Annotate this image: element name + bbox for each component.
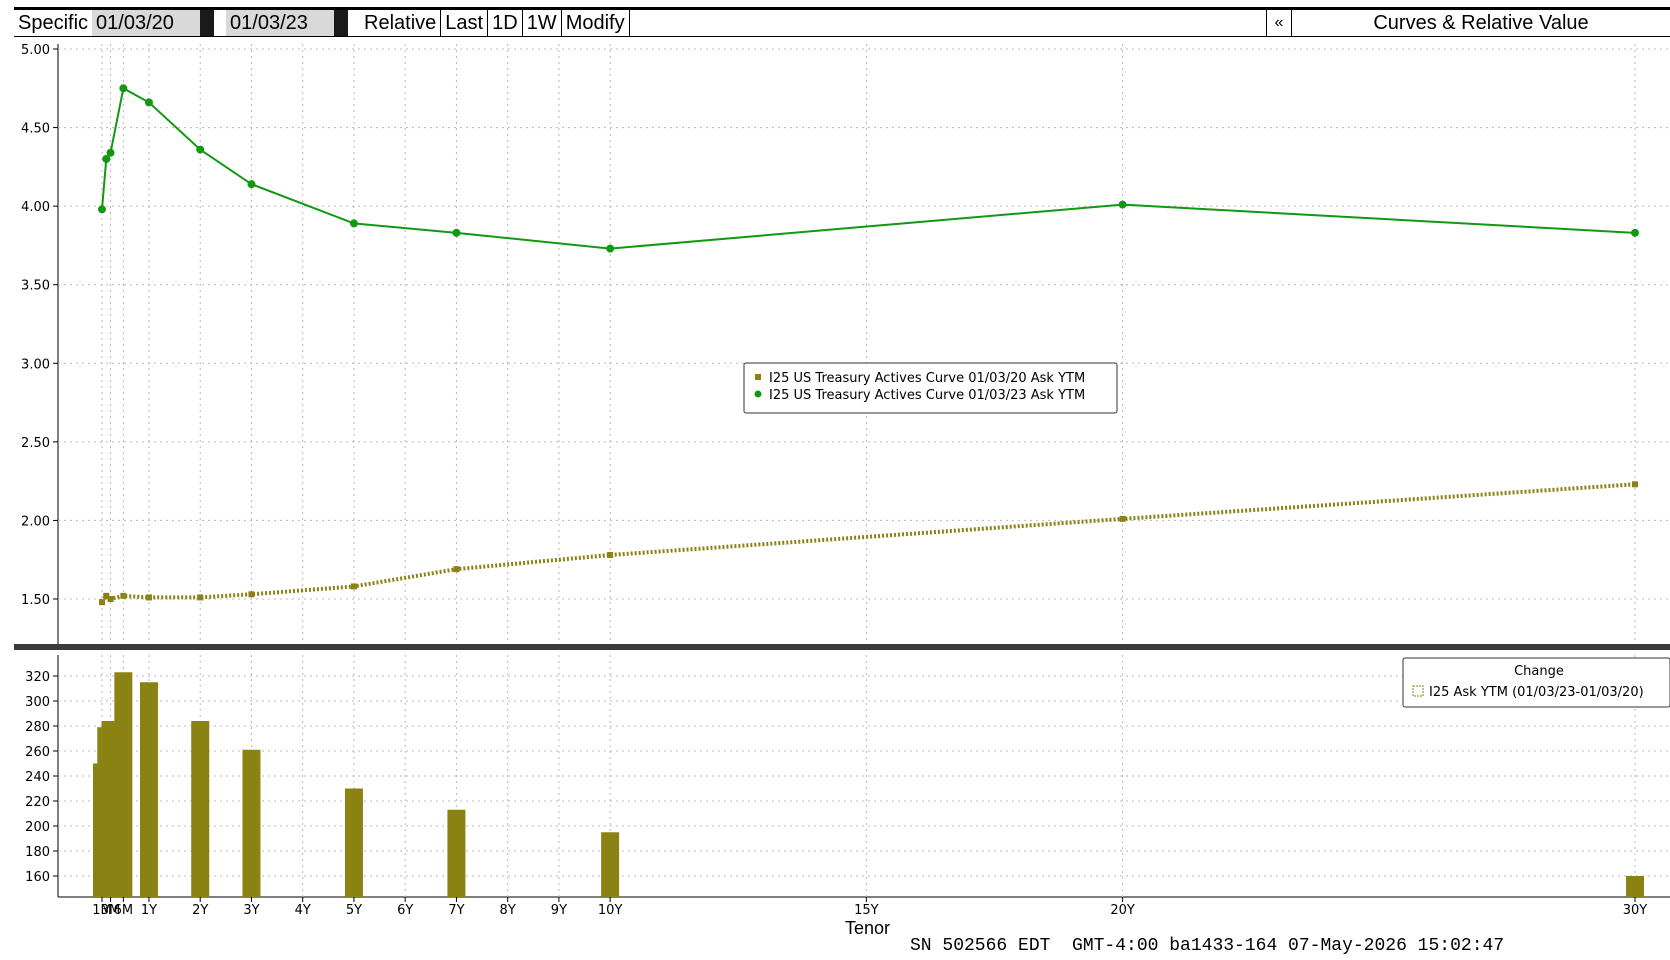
series-point-2023	[606, 244, 615, 253]
bottom-y-tick-label: 220	[25, 795, 50, 810]
pane-divider[interactable]	[14, 644, 1670, 650]
change-bar	[114, 672, 133, 897]
series-point-2020	[1119, 515, 1126, 522]
bottom-legend-box	[1402, 657, 1670, 708]
x-tick-label: 30Y	[1623, 903, 1648, 918]
bottom-legend-label: I25 Ask YTM (01/03/23-01/03/20)	[1429, 685, 1644, 700]
top-legend-box	[743, 362, 1118, 414]
series-point-2023	[1631, 228, 1639, 237]
change-bar	[139, 682, 158, 897]
top-y-tick-label: 4.50	[21, 122, 50, 137]
change-bar	[191, 721, 210, 897]
x-axis-title: Tenor	[845, 918, 891, 938]
one-week-button[interactable]: 1W	[523, 10, 562, 36]
bottom-y-tick-label: 180	[25, 845, 50, 860]
x-tick-label: 6Y	[397, 903, 413, 918]
series-point-2023	[196, 145, 205, 154]
x-tick-label: 5Y	[346, 903, 362, 918]
change-bar	[242, 749, 261, 897]
bottom-y-tick-label: 300	[25, 695, 50, 710]
series-point-2020	[99, 599, 105, 606]
x-tick-label: 6M	[114, 903, 134, 918]
series-point-2023	[106, 148, 115, 157]
bottom-y-tick-label: 320	[25, 670, 50, 685]
top-y-tick-label: 5.00	[21, 43, 50, 58]
series-point-2023	[1118, 200, 1127, 209]
end-date-field[interactable]: 01/03/23	[226, 10, 335, 36]
series-point-2023	[144, 98, 153, 107]
start-date-field[interactable]: 01/03/20	[92, 10, 201, 36]
series-point-2020	[1632, 481, 1638, 488]
series-point-2020	[607, 552, 614, 558]
change-bar	[601, 832, 620, 897]
toolbar-spacer	[630, 10, 1267, 36]
change-bar	[447, 809, 466, 897]
series-point-2020	[103, 592, 110, 599]
x-tick-label: 1Y	[141, 903, 157, 918]
legend-marker-2023	[754, 390, 762, 398]
series-line-2020	[100, 482, 1636, 604]
x-tick-label: 1M	[92, 903, 112, 918]
x-tick-label: 2Y	[192, 903, 208, 918]
series-point-2020	[248, 591, 255, 598]
series-point-2023	[98, 205, 106, 214]
series-line-2023	[101, 86, 1636, 250]
change-bar	[1626, 876, 1644, 897]
series-point-2023	[102, 155, 111, 163]
x-tick-label: 4Y	[295, 903, 311, 918]
status-footer: SN 502566 EDT GMT-4:00 ba1433-164 07-May…	[910, 936, 1505, 956]
bottom-y-tick-label: 160	[25, 870, 50, 885]
legend-marker-2020	[755, 374, 761, 380]
top-y-tick-label: 2.50	[21, 436, 50, 451]
bottom-legend-title: Change	[1514, 664, 1564, 679]
bottom-y-tick-label: 260	[25, 745, 50, 760]
x-tick-label: 3Y	[243, 903, 259, 918]
x-tick-label: 8Y	[500, 903, 516, 918]
series-point-2020	[197, 594, 204, 601]
x-tick-label: 20Y	[1110, 903, 1135, 918]
top-y-tick-label: 3.50	[21, 279, 50, 294]
relative-button[interactable]: Relative	[360, 10, 442, 36]
x-tick-label: 3M	[101, 903, 121, 918]
mode-selector[interactable]: Specific	[18, 11, 89, 34]
legend-label: I25 US Treasury Actives Curve 01/03/23 A…	[769, 388, 1085, 403]
x-tick-label: 9Y	[551, 903, 567, 918]
series-point-2023	[119, 84, 128, 93]
series-point-2020	[453, 566, 460, 573]
bottom-y-tick-label: 280	[25, 720, 50, 735]
start-date-picker-button[interactable]	[200, 10, 215, 36]
collapse-icon[interactable]: «	[1267, 10, 1292, 36]
top-y-tick-label: 1.50	[21, 593, 50, 608]
x-tick-label: 7Y	[448, 903, 464, 918]
series-point-2023	[452, 228, 461, 237]
yield-curve-chart: 5.00 4.50 4.00 3.50 3.00 2.50 2.00 1.50 I25 US T…	[21, 43, 1670, 644]
bottom-y-tick-label: 240	[25, 770, 50, 785]
series-point-2023	[349, 219, 358, 228]
one-day-button[interactable]: 1D	[488, 10, 523, 36]
top-y-tick-label: 4.00	[21, 200, 50, 215]
modify-button[interactable]: Modify	[562, 10, 630, 36]
legend-label: I25 US Treasury Actives Curve 01/03/20 A…	[769, 371, 1085, 386]
series-point-2023	[247, 180, 256, 189]
bottom-y-tick-label: 200	[25, 820, 50, 835]
x-tick-label: 15Y	[854, 903, 879, 918]
series-point-2020	[350, 583, 357, 590]
toolbar: Specific 01/03/20 01/03/23 Relative Last…	[14, 7, 1670, 37]
top-y-tick-label: 2.00	[21, 514, 50, 529]
last-button[interactable]: Last	[441, 10, 489, 36]
x-tick-label: 10Y	[598, 903, 623, 918]
end-date-picker-button[interactable]	[334, 10, 349, 36]
series-point-2020	[120, 592, 127, 599]
series-point-2020	[107, 596, 114, 602]
top-y-tick-label: 3.00	[21, 357, 50, 372]
bottom-legend-marker	[1412, 685, 1424, 697]
change-bar	[344, 788, 363, 897]
panel-title: Curves & Relative Value	[1373, 11, 1589, 34]
series-point-2020	[145, 594, 152, 601]
